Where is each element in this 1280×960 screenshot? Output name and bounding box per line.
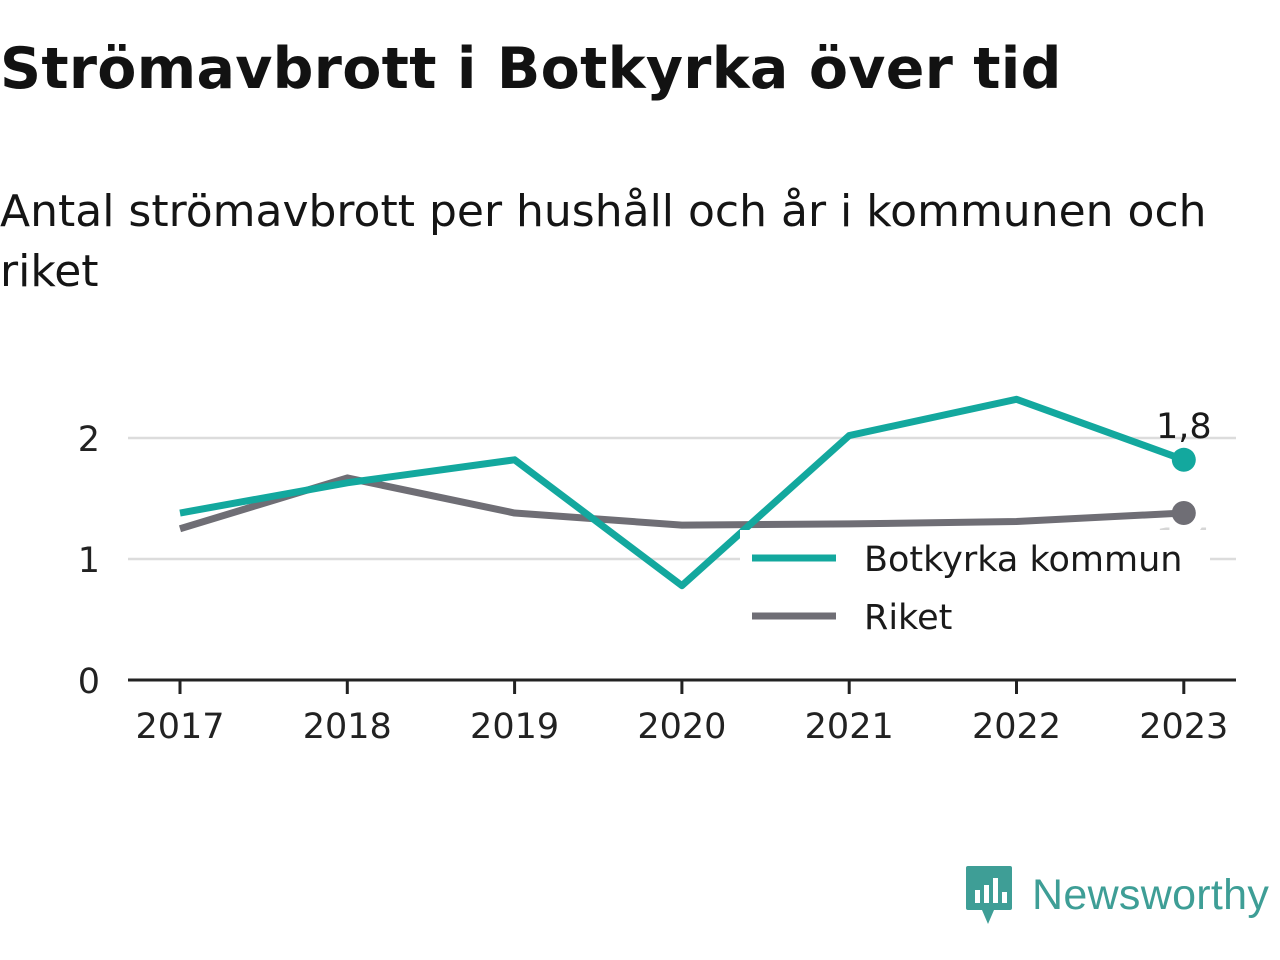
series-end-point-0 (1171, 447, 1196, 472)
y-tick-label: 0 (78, 662, 100, 702)
legend-label-1: Riket (864, 598, 952, 638)
chart-title: Strömavbrott i Botkyrka över tid (0, 36, 1062, 102)
series-line-0 (179, 395, 1185, 590)
legend-label-0: Botkyrka kommun (864, 540, 1183, 580)
series-line-1 (178, 474, 1184, 533)
x-tick-label: 2018 (303, 707, 392, 747)
x-tick-label: 2021 (805, 707, 894, 747)
series-end-point-1 (1171, 501, 1196, 526)
brand-name: Newsworthy (1032, 870, 1270, 919)
y-tick-label: 2 (78, 420, 100, 460)
chart-subtitle: Antal strömavbrott per hushåll och år i … (0, 186, 1207, 297)
y-tick-label: 1 (78, 541, 100, 581)
newsworthy-logo: Newsworthy (964, 862, 1269, 928)
x-tick-label: 2017 (135, 707, 224, 747)
legend-background (740, 530, 1210, 645)
x-tick-label: 2022 (972, 707, 1061, 747)
newsworthy-icon (966, 866, 1012, 924)
x-tick-label: 2020 (637, 707, 726, 747)
x-tick-label: 2019 (470, 707, 559, 747)
series-end-label-0: 1,8 (1156, 407, 1212, 447)
x-tick-label: 2023 (1139, 707, 1228, 747)
